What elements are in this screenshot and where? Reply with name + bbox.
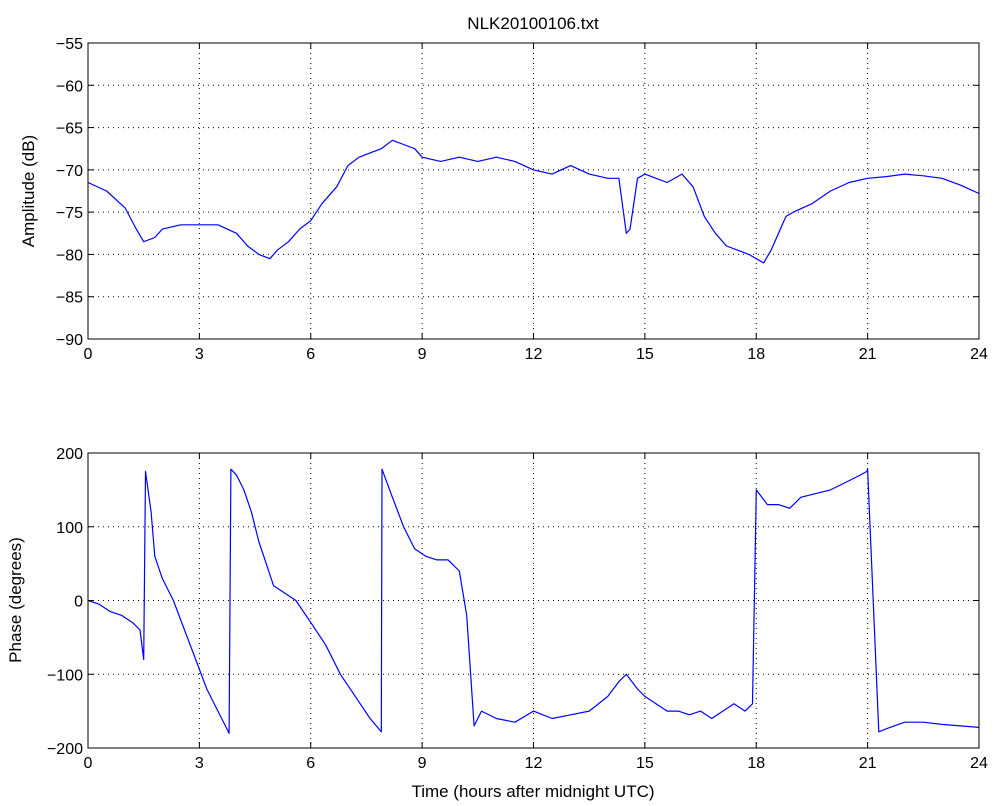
amplitude-x-tick-label: 15 bbox=[636, 346, 654, 363]
phase-y-axis-label: Phase (degrees) bbox=[6, 537, 25, 663]
amplitude-x-tick-label: 24 bbox=[970, 346, 988, 363]
amplitude-y-tick-label: −60 bbox=[56, 78, 83, 95]
x-axis-label: Time (hours after midnight UTC) bbox=[411, 782, 654, 801]
phase-line bbox=[87, 468, 980, 734]
phase-y-tick-label: −100 bbox=[47, 667, 83, 684]
amplitude-x-tick-label: 12 bbox=[525, 346, 543, 363]
phase-x-tick-label: 6 bbox=[306, 755, 315, 772]
phase-y-tick-label: 200 bbox=[56, 446, 83, 463]
phase-x-tick-label: 3 bbox=[195, 755, 204, 772]
amplitude-y-tick-label: −75 bbox=[56, 205, 83, 222]
phase-series-line bbox=[87, 468, 980, 734]
phase-y-tick-label: −200 bbox=[47, 741, 83, 758]
phase-x-tick-label: 24 bbox=[970, 755, 988, 772]
amplitude-y-tick-label: −70 bbox=[56, 163, 83, 180]
phase-axes: 0 3 6 9 12 15 18 21 24 200 100 0 −100 −200 Phase (de… bbox=[6, 446, 988, 801]
amplitude-y-tick-label: −80 bbox=[56, 247, 83, 264]
amplitude-series-line bbox=[87, 139, 980, 264]
amplitude-y-tick-label: −55 bbox=[56, 36, 83, 53]
phase-x-tick-label: 21 bbox=[859, 755, 877, 772]
amplitude-y-tick-label: −65 bbox=[56, 121, 83, 138]
phase-x-tick-label: 0 bbox=[84, 755, 93, 772]
chart-title: NLK20100106.txt bbox=[467, 14, 599, 33]
phase-x-tick-label: 15 bbox=[636, 755, 654, 772]
amplitude-y-tick-label: −90 bbox=[56, 332, 83, 349]
phase-y-ticks: 200 100 0 −100 −200 bbox=[47, 446, 979, 758]
amplitude-x-ticks: 0 3 6 9 12 15 18 21 24 bbox=[84, 43, 988, 363]
amplitude-x-tick-label: 0 bbox=[84, 346, 93, 363]
amplitude-x-tick-label: 3 bbox=[195, 346, 204, 363]
amplitude-y-tick-label: −85 bbox=[56, 290, 83, 307]
amplitude-line bbox=[87, 139, 980, 264]
phase-grid bbox=[88, 453, 979, 748]
phase-x-tick-label: 12 bbox=[525, 755, 543, 772]
amplitude-y-ticks: −55 −60 −65 −70 −75 −80 −85 −90 bbox=[56, 36, 979, 349]
phase-x-ticks: 0 3 6 9 12 15 18 21 24 bbox=[84, 453, 988, 772]
phase-x-tick-label: 9 bbox=[418, 755, 427, 772]
phase-y-tick-label: 0 bbox=[74, 594, 83, 611]
amplitude-y-axis-label: Amplitude (dB) bbox=[19, 135, 38, 247]
amplitude-x-tick-label: 6 bbox=[306, 346, 315, 363]
amplitude-x-tick-label: 21 bbox=[859, 346, 877, 363]
amplitude-axes: NLK20100106.txt 0 3 6 9 12 15 18 21 24 −55 −60 −65… bbox=[19, 14, 988, 363]
phase-x-tick-label: 18 bbox=[747, 755, 765, 772]
amplitude-x-tick-label: 18 bbox=[747, 346, 765, 363]
phase-y-tick-label: 100 bbox=[56, 520, 83, 537]
amplitude-x-tick-label: 9 bbox=[418, 346, 427, 363]
